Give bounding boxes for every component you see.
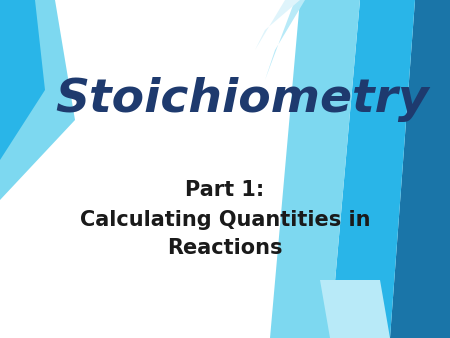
Text: Calculating Quantities in: Calculating Quantities in	[80, 210, 370, 230]
Polygon shape	[0, 0, 75, 200]
Polygon shape	[0, 0, 45, 160]
Text: Reactions: Reactions	[167, 238, 283, 258]
Text: Part 1:: Part 1:	[185, 180, 265, 200]
Polygon shape	[390, 0, 450, 338]
Polygon shape	[265, 0, 305, 80]
Polygon shape	[255, 0, 300, 50]
Text: Stoichiometry: Stoichiometry	[55, 77, 428, 122]
Polygon shape	[330, 0, 415, 338]
Polygon shape	[320, 280, 390, 338]
Polygon shape	[270, 0, 360, 338]
